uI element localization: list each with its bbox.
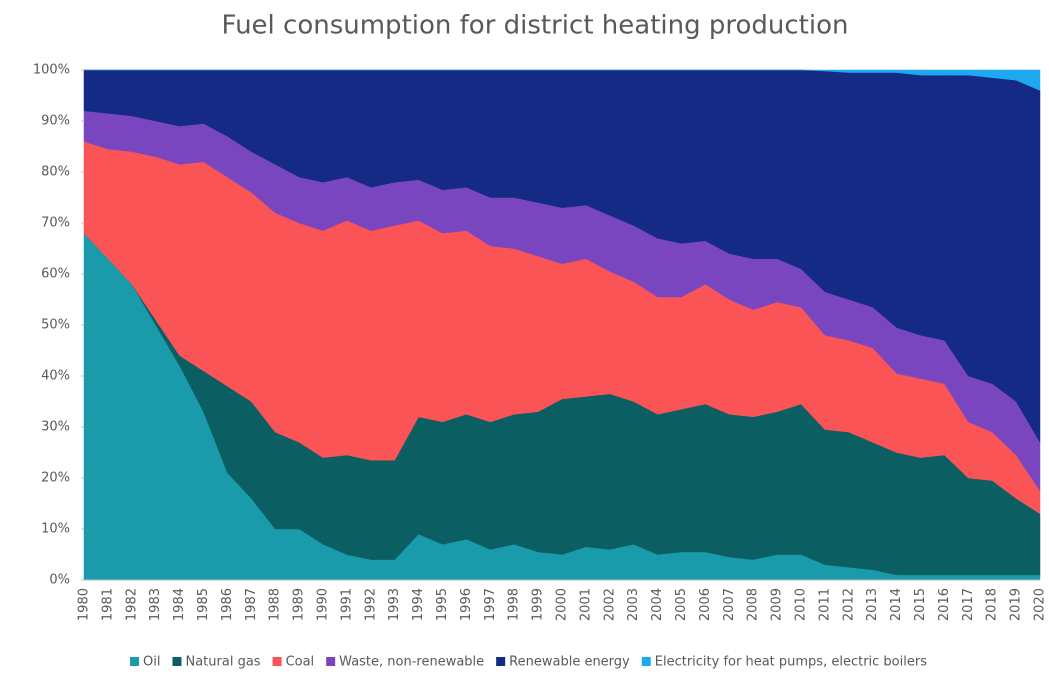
x-tick-label: 2011	[817, 588, 832, 621]
y-tick-label: 60%	[41, 267, 70, 282]
x-tick-label: 1991	[339, 588, 354, 621]
x-tick-label: 2005	[674, 588, 689, 621]
x-tick-label: 2020	[1033, 588, 1048, 621]
x-tick-label: 2001	[578, 588, 593, 621]
x-tick-label: 2018	[985, 588, 1000, 621]
chart-title: Fuel consumption for district heating pr…	[222, 11, 849, 41]
x-tick-label: 1983	[148, 588, 163, 621]
x-tick-label: 2015	[913, 588, 928, 621]
x-tick-label: 2019	[1009, 588, 1024, 621]
x-tick-label: 1993	[387, 588, 402, 621]
x-tick-label: 1987	[244, 588, 259, 621]
legend-swatch	[326, 657, 336, 666]
x-tick-label: 1980	[77, 588, 92, 621]
y-tick-label: 30%	[41, 420, 70, 435]
x-tick-label: 1986	[220, 588, 235, 621]
x-tick-label: 2002	[602, 588, 617, 621]
x-tick-label: 1992	[363, 588, 378, 621]
y-tick-label: 0%	[49, 573, 70, 588]
x-tick-label: 1982	[124, 588, 139, 621]
x-tick-label: 2009	[770, 588, 785, 621]
y-tick-label: 70%	[41, 216, 70, 231]
legend-swatch	[641, 657, 651, 666]
x-tick-label: 2012	[841, 588, 856, 621]
legend-label: Oil	[143, 655, 160, 670]
area	[84, 69, 1041, 91]
y-tick-label: 50%	[41, 318, 70, 333]
y-tick-label: 20%	[41, 471, 70, 486]
y-tick-label: 80%	[41, 165, 70, 180]
y-tick-label: 10%	[41, 522, 70, 537]
legend-label: Renewable energy	[509, 655, 630, 670]
x-tick-label: 1996	[459, 588, 474, 621]
x-tick-label: 2016	[937, 588, 952, 621]
x-tick-label: 2008	[746, 588, 761, 621]
x-tick-label: 1989	[292, 588, 307, 621]
x-tick-label: 2010	[794, 588, 809, 621]
x-tick-label: 1985	[196, 588, 211, 621]
y-tick-label: 40%	[41, 369, 70, 384]
x-tick-label: 2013	[865, 588, 880, 621]
x-tick-label: 1990	[316, 588, 331, 621]
legend-swatch	[172, 657, 182, 666]
x-tick-label: 1998	[507, 588, 522, 621]
x-tick-label: 1999	[531, 588, 546, 621]
x-tick-label: 2017	[961, 588, 976, 621]
legend-label: Electricity for heat pumps, electric boi…	[655, 655, 927, 670]
x-tick-label: 2006	[698, 588, 713, 621]
x-tick-label: 1994	[411, 588, 426, 621]
x-tick-label: 2014	[889, 588, 904, 621]
legend-label: Coal	[286, 655, 315, 670]
x-tick-label: 1995	[435, 588, 450, 621]
legend-swatch	[496, 657, 506, 666]
x-tick-label: 1981	[100, 588, 115, 621]
x-tick-label: 2003	[626, 588, 641, 621]
legend-swatch	[130, 657, 140, 666]
legend: Oil Natural gas Coal Waste, non-renewable Re…	[130, 655, 927, 670]
legend-label: Waste, non-renewable	[339, 655, 484, 670]
legend-label: Natural gas	[185, 655, 260, 670]
x-tick-label: 1988	[268, 588, 283, 621]
y-tick-label: 100%	[33, 63, 70, 78]
x-tick-label: 1984	[172, 588, 187, 621]
y-tick-label: 90%	[41, 114, 70, 129]
x-tick-label: 1997	[483, 588, 498, 621]
legend-swatch	[272, 657, 282, 666]
x-tick-label: 2004	[650, 588, 665, 621]
x-tick-label: 2000	[555, 588, 570, 621]
x-tick-label: 2007	[722, 588, 737, 621]
